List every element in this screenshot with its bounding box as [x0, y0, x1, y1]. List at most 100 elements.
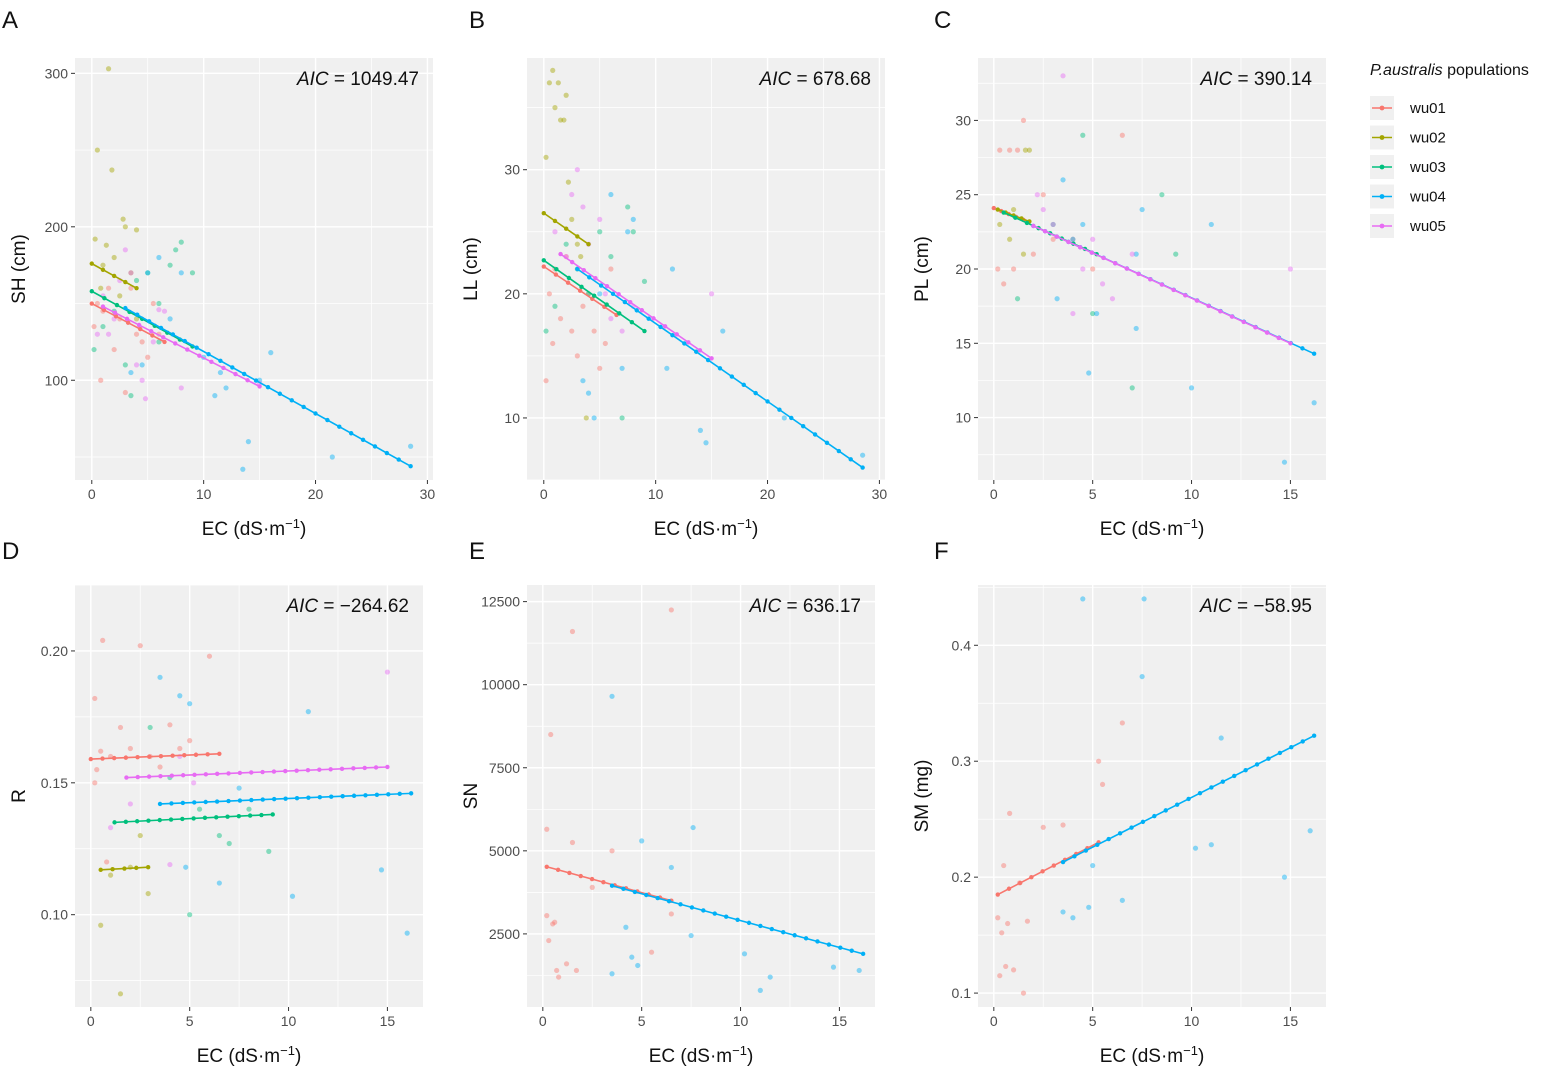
fit-marker [741, 382, 746, 388]
superscript: −1 [737, 516, 752, 531]
data-point [543, 378, 549, 384]
y-tick-label: 15 [955, 335, 971, 351]
data-point [597, 365, 603, 371]
data-point [1090, 310, 1096, 317]
data-point [1094, 310, 1100, 317]
data-point [147, 724, 153, 731]
y-tick-label: 2500 [489, 926, 520, 942]
data-point [1001, 281, 1007, 287]
fit-marker [110, 866, 115, 872]
fit-marker [639, 308, 645, 313]
legend: P.australis populations wu01 wu02 wu03 wu04 w… [1370, 62, 1529, 238]
fit-marker [769, 926, 775, 932]
aic-label: AIC [759, 69, 792, 90]
data-point [1099, 781, 1106, 788]
fit-marker [197, 353, 202, 358]
fit-marker [563, 226, 569, 231]
fit-marker [593, 275, 598, 281]
x-axis-label: EC (dS·m−1) [1100, 1043, 1205, 1067]
fit-marker [709, 356, 714, 361]
fit-marker [242, 371, 247, 377]
fit-marker [203, 772, 209, 777]
data-point [216, 832, 222, 839]
data-point [105, 331, 112, 337]
data-point [128, 285, 134, 291]
x-axis-label: EC (dS·m−1) [649, 1043, 754, 1067]
data-point [289, 893, 296, 899]
data-point [1129, 385, 1135, 391]
data-point [139, 362, 145, 368]
y-tick-label: 0.10 [41, 907, 68, 923]
fit-marker [134, 865, 139, 871]
fit-marker [1040, 869, 1045, 874]
data-point [1070, 310, 1076, 317]
data-point [767, 974, 773, 980]
fit-marker [301, 404, 306, 410]
fit-marker [339, 766, 345, 772]
data-point [266, 848, 272, 854]
fit-marker [567, 870, 572, 876]
series-wu01 [995, 117, 1125, 287]
fit-marker [1077, 245, 1083, 250]
fit-marker [329, 794, 334, 799]
data-point [305, 709, 311, 715]
fit-marker [317, 794, 323, 800]
series-wu02 [92, 66, 140, 322]
fit-marker [148, 328, 154, 334]
fit-marker [1136, 271, 1141, 277]
data-point [167, 722, 173, 728]
fit-marker [598, 283, 604, 288]
data-point [133, 316, 140, 322]
fit-marker [686, 340, 691, 345]
data-point [597, 291, 603, 297]
fit-marker [249, 770, 254, 775]
data-point [720, 328, 726, 334]
fit-marker [629, 320, 635, 325]
fit-marker [102, 295, 107, 301]
data-point [585, 390, 592, 396]
x-tick-label: 20 [308, 486, 324, 502]
fit-marker [124, 775, 129, 780]
data-point [608, 316, 614, 322]
fit-marker [622, 299, 628, 305]
fit-marker [214, 799, 220, 804]
fit-marker [98, 867, 103, 873]
plot-background [527, 585, 875, 1007]
series-wu05 [1034, 73, 1294, 317]
data-point [625, 229, 631, 235]
y-axis-label: SH (cm) [9, 234, 30, 304]
fit-marker [306, 795, 311, 800]
data-point [128, 270, 134, 276]
superscript: −1 [280, 1043, 295, 1058]
data-point [1119, 720, 1125, 726]
data-point [543, 154, 549, 160]
fit-marker [991, 205, 997, 211]
data-point [1281, 874, 1288, 880]
aic-annotation: AIC = 390.14 [1200, 69, 1313, 90]
fit-marker [812, 432, 818, 437]
data-point [630, 229, 636, 235]
data-point [137, 832, 143, 839]
x-tick-label: 0 [539, 1013, 547, 1029]
fit-marker [1159, 282, 1165, 287]
data-point [145, 354, 151, 360]
fit-marker [89, 289, 94, 294]
x-tick-label: 15 [832, 1013, 848, 1029]
data-point [1014, 147, 1021, 153]
data-point [167, 316, 173, 322]
data-point [1054, 296, 1060, 302]
fit-marker [135, 774, 140, 780]
fit-marker [658, 324, 663, 330]
data-point [1311, 400, 1317, 406]
fit-marker [682, 341, 687, 346]
fit-marker [123, 279, 128, 285]
data-point [117, 724, 124, 731]
data-point [157, 764, 163, 770]
fit-marker [158, 753, 164, 759]
data-point [591, 415, 597, 421]
x-tick-label: 30 [872, 486, 888, 502]
legend-key-point [1379, 194, 1385, 199]
fit-marker [157, 817, 162, 823]
data-point [591, 328, 597, 334]
series-wu02 [98, 832, 151, 997]
